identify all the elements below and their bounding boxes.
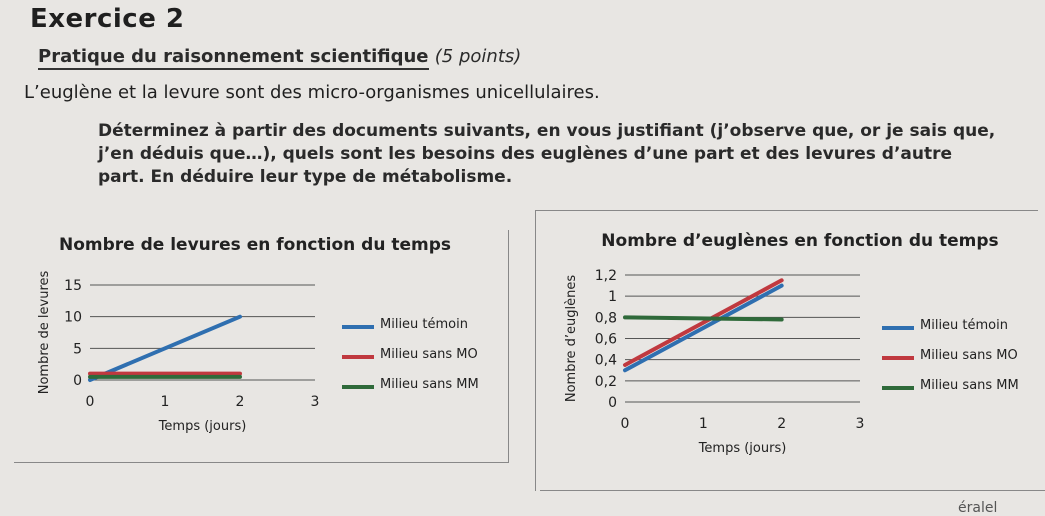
y-tick-label: 1,2 — [595, 268, 617, 284]
subtitle: Pratique du raisonnement scientifique (5… — [38, 46, 522, 70]
y-tick-label: 15 — [64, 278, 82, 294]
x-tick-label: 2 — [236, 394, 245, 410]
chart-euglenes: Nombre d’euglènes en fonction du temps00… — [564, 231, 1019, 456]
y-tick-label: 0,2 — [595, 374, 617, 390]
bottom-divider — [540, 490, 1045, 491]
chart-title: Nombre de levures en fonction du temps — [59, 235, 451, 255]
instruction-text: Déterminez à partir des documents suivan… — [98, 121, 996, 187]
intro-text: L’euglène et la levure sont des micro-or… — [24, 82, 600, 103]
x-tick-label: 3 — [311, 394, 320, 410]
x-tick-label: 0 — [86, 394, 95, 410]
chart-levures: Nombre de levures en fonction du temps 0 5… — [37, 235, 479, 434]
x-tick-label: 2 — [777, 416, 786, 432]
x-tick-label: 1 — [161, 394, 170, 410]
legend-label: Milieu témoin — [380, 317, 468, 332]
x-tick-label: 1 — [699, 416, 708, 432]
y-tick-label: 0,4 — [595, 353, 617, 369]
y-tick-label: 0,6 — [595, 332, 617, 348]
y-axis-label: Nombre de levures — [37, 271, 52, 395]
y-tick-label: 0 — [73, 373, 82, 389]
chart-title: Nombre d’euglènes en fonction du temps — [601, 231, 998, 251]
legend-label: Milieu sans MO — [920, 348, 1018, 363]
y-tick-label: 0 — [608, 395, 617, 411]
y-tick-label: 5 — [73, 341, 82, 357]
points-label: (5 points) — [434, 46, 522, 67]
legend-label: Milieu sans MM — [920, 378, 1019, 393]
corner-text: éralel — [958, 500, 998, 516]
subtitle-text: Pratique du raisonnement scientifique — [38, 46, 429, 70]
exercise-title: Exercice 2 — [30, 4, 185, 34]
series-line — [623, 315, 784, 322]
left-panel-frame — [14, 230, 509, 463]
series-line — [623, 278, 784, 367]
x-tick-label: 3 — [856, 416, 865, 432]
y-axis-label: Nombre d’euglènes — [564, 275, 579, 403]
legend-label: Milieu sans MO — [380, 347, 478, 362]
x-tick-label: 0 — [621, 416, 630, 432]
series-line — [623, 283, 784, 373]
series-line — [88, 314, 242, 382]
y-tick-label: 0,8 — [595, 310, 617, 326]
y-tick-label: 10 — [64, 310, 82, 326]
legend-label: Milieu sans MM — [380, 377, 479, 392]
x-axis-label: Temps (jours) — [158, 419, 247, 434]
right-panel-frame — [535, 210, 1038, 491]
legend-label: Milieu témoin — [920, 318, 1008, 333]
y-tick-label: 1 — [608, 289, 617, 305]
x-axis-label: Temps (jours) — [698, 441, 787, 456]
